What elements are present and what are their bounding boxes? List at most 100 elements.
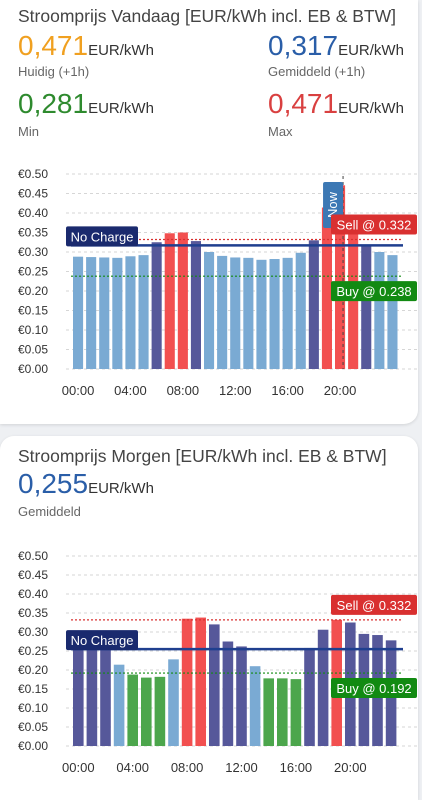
max-label: Max (268, 124, 293, 139)
y-tick-label: €0.15 (18, 304, 48, 318)
max-value: 0,471 (268, 88, 339, 119)
price-bar (387, 255, 398, 369)
tomorrow-price-chart[interactable]: €0.00 €0.05 €0.10 €0.15 €0.20 €0.25 €0.30 €0.35… (0, 436, 418, 800)
price-bar (86, 647, 98, 746)
price-bar (282, 257, 293, 369)
price-bar (195, 617, 206, 746)
y-tick-label: €0.05 (18, 720, 48, 734)
average-value: 0,317 (268, 30, 339, 61)
price-bar (113, 664, 125, 746)
price-bar (138, 255, 149, 369)
tomorrow-average-value: 0,255 (18, 468, 89, 499)
current-unit: EUR/kWh (88, 42, 154, 59)
x-tick-label: 20:00 (324, 383, 357, 398)
x-tick-label: 16:00 (280, 760, 313, 775)
price-bar (230, 257, 241, 369)
tomorrow-title: Stroomprijs Morgen [EUR/kWh incl. EB & B… (18, 446, 387, 466)
price-bar (151, 242, 162, 369)
y-tick-label: €0.35 (18, 226, 48, 240)
price-bar (154, 676, 166, 746)
price-bar (190, 241, 201, 369)
no-charge-badge (66, 630, 138, 651)
x-tick-label: 12:00 (225, 760, 258, 775)
sell-label: Sell @ 0.332 (337, 218, 412, 233)
price-bar (99, 257, 110, 369)
price-bar (222, 641, 234, 746)
y-tick-label: €0.00 (18, 739, 48, 753)
price-bar (361, 246, 372, 369)
x-tick-label: 08:00 (171, 760, 204, 775)
buy-badge (331, 281, 417, 302)
price-bar (112, 257, 123, 369)
tomorrow-card: Stroomprijs Morgen [EUR/kWh incl. EB & B… (0, 436, 418, 800)
current-value: 0,471 (18, 30, 89, 61)
max-unit: EUR/kWh (338, 100, 404, 117)
y-tick-label: €0.10 (18, 323, 48, 337)
tomorrow-average-unit: EUR/kWh (88, 480, 154, 497)
price-bar (269, 259, 280, 369)
y-tick-label: €0.35 (18, 606, 48, 620)
tomorrow-average-price: 0,255EUR/kWh (18, 468, 154, 500)
y-tick-label: €0.50 (18, 549, 48, 563)
today-min-price: 0,281EUR/kWh (18, 88, 154, 120)
y-tick-label: €0.30 (18, 625, 48, 639)
price-bar (249, 666, 261, 746)
sell-label: Sell @ 0.332 (337, 598, 412, 613)
y-tick-label: €0.25 (18, 644, 48, 658)
x-tick-label: 08:00 (167, 383, 200, 398)
price-bar (374, 252, 385, 369)
price-bar (125, 256, 136, 369)
price-bar (168, 659, 179, 746)
price-bar (86, 257, 97, 369)
sell-badge (331, 594, 417, 615)
average-unit: EUR/kWh (338, 42, 404, 59)
y-tick-label: €0.45 (18, 187, 48, 201)
tomorrow-average-label: Gemiddeld (18, 504, 81, 519)
price-bar (317, 629, 329, 746)
price-bar (236, 646, 247, 746)
price-bar (127, 674, 138, 746)
y-tick-label: €0.05 (18, 343, 48, 357)
y-tick-label: €0.40 (18, 206, 48, 220)
y-tick-label: €0.50 (18, 167, 48, 181)
y-tick-label: €0.25 (18, 265, 48, 279)
price-bar (164, 233, 175, 369)
today-current-price: 0,471EUR/kWh (18, 30, 154, 62)
y-tick-label: €0.10 (18, 701, 48, 715)
price-bar (304, 647, 315, 746)
min-unit: EUR/kWh (88, 100, 154, 117)
today-title: Stroomprijs Vandaag [EUR/kWh incl. EB & … (18, 6, 396, 26)
y-tick-label: €0.00 (18, 362, 48, 376)
buy-badge (331, 678, 417, 699)
now-label: Now (325, 191, 340, 218)
buy-label: Buy @ 0.192 (336, 681, 411, 696)
no-charge-label: No Charge (71, 633, 134, 648)
today-price-chart[interactable]: €0.00 €0.05 €0.10 €0.15 €0.20 €0.25 €0.30 €0.35… (0, 0, 418, 424)
no-charge-badge (66, 226, 138, 247)
price-bar (73, 256, 84, 369)
x-tick-label: 16:00 (271, 383, 304, 398)
price-bar (277, 678, 288, 746)
price-bar (290, 679, 302, 746)
min-value: 0,281 (18, 88, 89, 119)
x-tick-label: 00:00 (62, 760, 95, 775)
average-label: Gemiddeld (+1h) (268, 64, 366, 79)
price-bar (243, 257, 254, 369)
min-label: Min (18, 124, 39, 139)
price-bar (263, 678, 274, 746)
sell-badge (331, 214, 417, 235)
price-bar (256, 259, 267, 369)
x-tick-label: 00:00 (62, 383, 95, 398)
current-label: Huidig (+1h) (18, 64, 90, 79)
x-tick-label: 04:00 (114, 383, 147, 398)
x-tick-label: 20:00 (334, 760, 367, 775)
y-tick-label: €0.45 (18, 568, 48, 582)
price-bar (321, 207, 332, 369)
y-tick-label: €0.20 (18, 663, 48, 677)
price-bar (295, 252, 306, 369)
price-bar (335, 185, 346, 369)
price-bar (308, 240, 319, 369)
today-card: Stroomprijs Vandaag [EUR/kWh incl. EB & … (0, 0, 418, 424)
y-tick-label: €0.20 (18, 284, 48, 298)
today-max-price: 0,471EUR/kWh (268, 88, 404, 120)
